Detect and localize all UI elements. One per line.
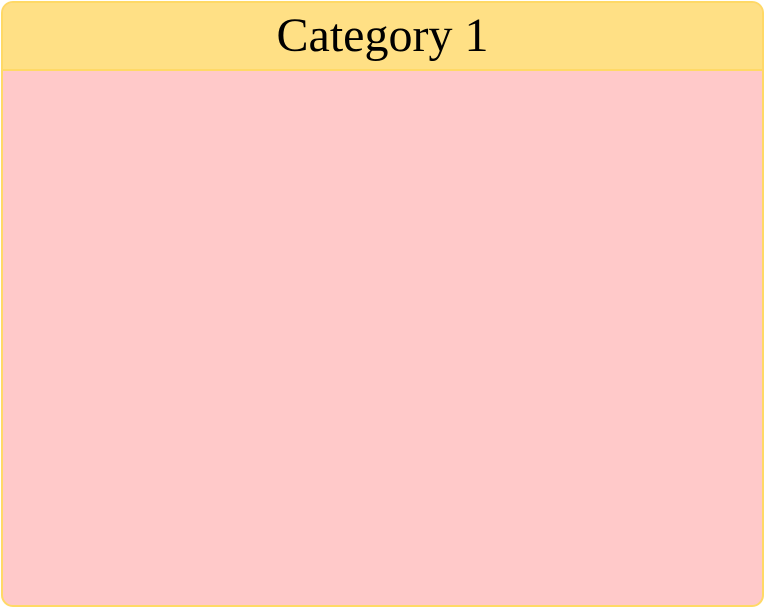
- category-header: Category 1: [3, 3, 762, 71]
- category-body: [3, 71, 762, 605]
- category-title: Category 1: [276, 9, 489, 62]
